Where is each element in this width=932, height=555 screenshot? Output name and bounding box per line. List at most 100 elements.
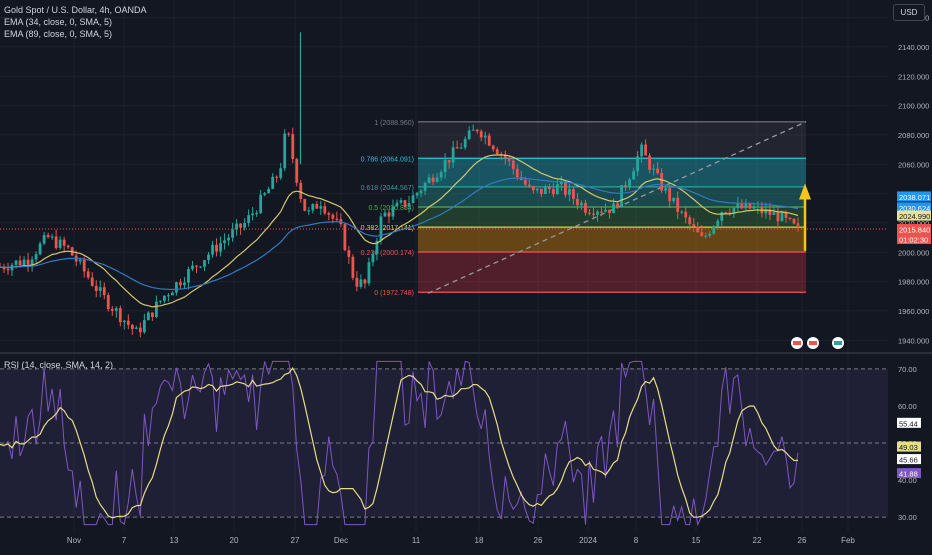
candle-body [648,155,652,170]
candle [283,129,287,172]
candle [259,189,263,215]
candle-body [640,144,644,157]
candle-body [46,235,50,238]
candle [395,199,399,207]
ema34-legend[interactable]: EMA (34, close, 0, SMA, 5) [4,17,113,27]
rsi-tick: 40.00 [898,476,917,485]
candle [676,191,680,220]
candle-body [459,147,463,149]
candle [443,153,447,179]
candle-body [223,240,226,244]
candle-body [608,209,611,214]
candle [295,157,299,187]
candle [495,146,499,155]
candle [347,245,351,264]
candle-body [624,185,627,187]
candle [134,325,138,330]
candle-body [259,194,263,213]
candle [572,186,575,205]
candle-body [423,182,427,191]
candle-body [535,188,539,191]
candle [150,312,154,321]
ema89-legend[interactable]: EMA (89, close, 0, SMA, 5) [4,29,113,39]
candle-body [784,212,788,218]
candle-body [431,177,435,182]
candle [267,186,271,194]
candle-body [419,190,423,194]
candle [211,240,214,258]
candle-body [199,266,202,268]
candle-body [355,277,359,287]
candle-body [94,285,98,291]
candle-body [796,223,800,226]
candle [235,219,238,236]
candle-body [126,320,130,325]
candle [247,209,251,227]
event-flag-band [793,341,801,345]
candle [367,257,371,286]
candle [744,198,748,211]
symbol-title[interactable]: Gold Spot / U.S. Dollar, 4h, OANDA [4,5,147,15]
fib-zone [418,186,806,208]
candle [435,172,439,183]
rsi-legend[interactable]: RSI (14, close, SMA, 14, 2) [4,360,114,370]
candle [792,218,796,225]
candle-body [728,212,732,214]
candle-body [114,308,118,311]
candle [419,188,423,197]
candle-body [86,271,90,278]
price-tick: 1980.000 [898,278,929,287]
candle-body [167,295,170,297]
fib-zone [418,227,806,253]
time-tick: 11 [412,536,421,545]
candle-body [375,240,379,255]
candle [10,262,14,277]
candle-body [335,218,339,220]
candle-body [146,312,150,321]
candle-body [676,197,680,212]
candle-body [451,147,455,163]
price-tick: 2080.000 [898,131,929,140]
time-tick: 7 [122,536,127,545]
candle-body [263,193,267,195]
candle [628,177,631,191]
candle [696,222,700,233]
candle [311,203,315,214]
candle-body [231,229,234,238]
candle [323,202,327,216]
candle-body [347,250,351,257]
candle-body [183,282,186,286]
candle [535,188,539,194]
candle-body [712,226,716,234]
candle-body [367,262,371,284]
candle [652,164,656,176]
candle-body [696,226,700,233]
candle-body [511,160,515,169]
candle [343,222,347,252]
candle-body [568,189,571,195]
candle-body [555,184,559,195]
candle-body [150,312,154,317]
candle [187,266,190,290]
candle [383,209,387,218]
candle-body [142,320,146,333]
candle-body [467,130,471,140]
candle-body [299,182,303,199]
time-tick: 18 [475,536,484,545]
currency-button[interactable]: USD [893,4,925,21]
candle-body [708,233,712,236]
rsi-tick: 30.00 [898,513,917,522]
candle-body [660,173,664,191]
candle [471,124,475,131]
rsi-tick: 60.00 [898,402,917,411]
candle [588,208,591,216]
candle-body [427,177,431,183]
candle-body [584,202,587,213]
candle [580,200,583,210]
candle [379,212,383,245]
candle [576,192,579,210]
candle [163,295,166,304]
price-tick: 2060.000 [898,160,929,169]
